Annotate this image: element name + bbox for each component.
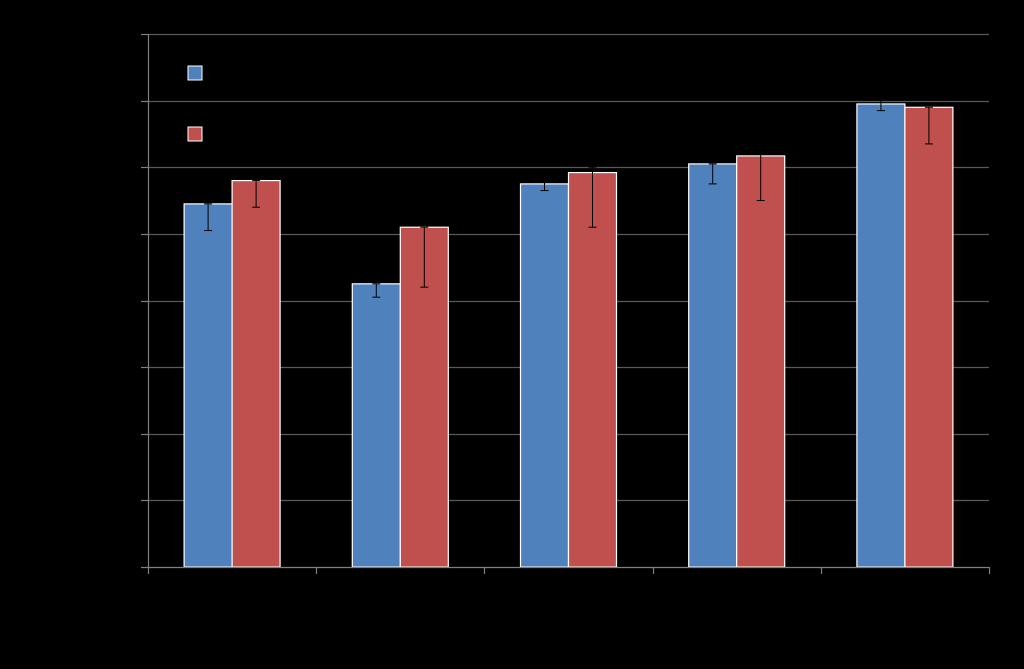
legend-swatch-series-2 — [187, 126, 203, 142]
bar-series-2-cat-4 — [736, 155, 786, 568]
bar-series-1-cat-5 — [856, 103, 906, 568]
error-bars — [204, 96, 933, 298]
bar-series-1-cat-3 — [519, 183, 570, 568]
legend — [187, 65, 203, 142]
bar-series-1-cat-2 — [351, 283, 401, 568]
bar-series-1-cat-4 — [688, 163, 738, 568]
bars — [183, 103, 954, 568]
bar-series-2-cat-1 — [231, 179, 281, 568]
bar-series-1-cat-1 — [183, 203, 233, 568]
axes — [141, 33, 991, 574]
bar-series-2-cat-5 — [904, 106, 954, 568]
legend-swatch-series-1 — [187, 65, 203, 81]
bar-series-2-cat-3 — [567, 171, 618, 568]
